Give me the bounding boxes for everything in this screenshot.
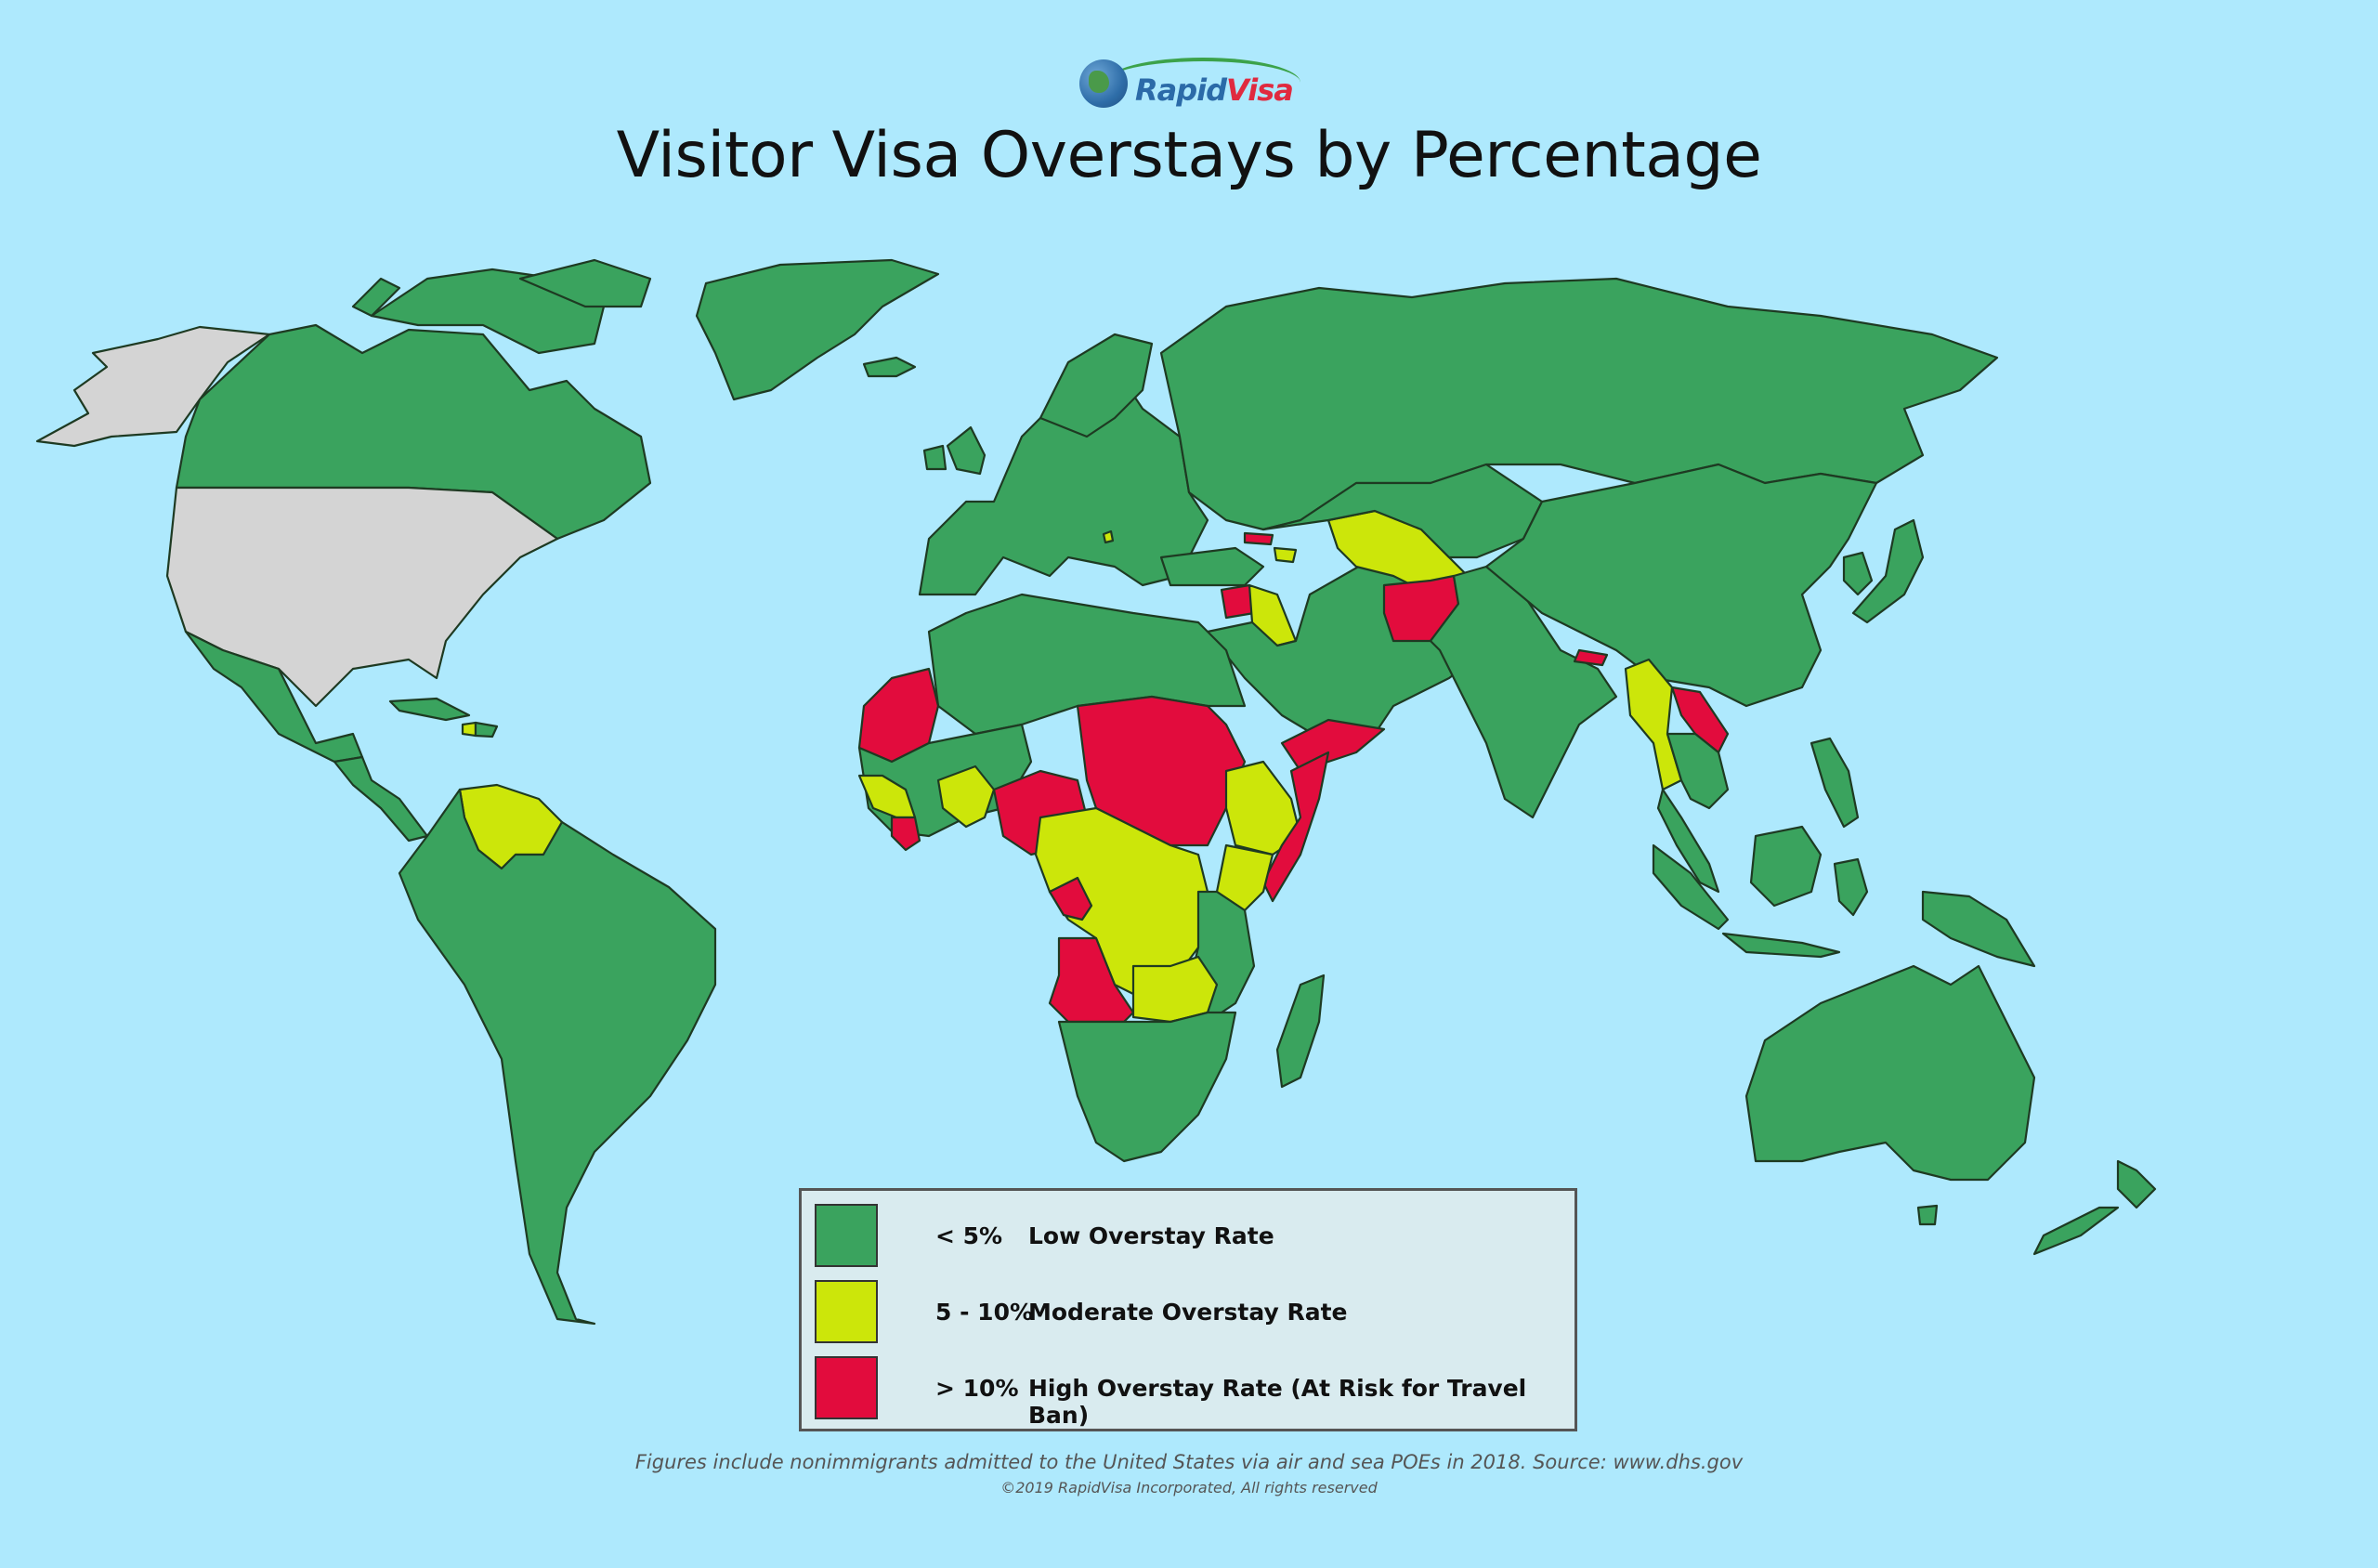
region-haiti	[461, 721, 477, 738]
region-kenya	[1215, 843, 1274, 912]
region-uk	[946, 425, 986, 476]
region-southern-africa	[1057, 1011, 1237, 1163]
region-canada-arctic-2	[518, 258, 652, 308]
legend-range-moderate: 5 - 10%	[935, 1299, 1034, 1326]
region-new-zealand-north	[2116, 1159, 2157, 1209]
page-title: Visitor Visa Overstays by Percentage	[616, 119, 1762, 192]
region-borneo	[1749, 825, 1823, 908]
map-legend: < 5% Low Overstay Rate 5 - 10% Moderate …	[799, 1188, 1577, 1431]
logo-text: RapidVisa	[1135, 72, 1294, 108]
region-dominican-republic	[474, 721, 499, 738]
region-java	[1721, 932, 1841, 959]
region-malay-peninsula	[1656, 788, 1720, 894]
region-gabon-congo	[1048, 876, 1093, 921]
region-nepal	[1573, 648, 1609, 667]
region-azerbaijan	[1273, 546, 1298, 564]
region-zambia-malawi	[1131, 955, 1219, 1024]
footnote: Figures include nonimmigrants admitted t…	[634, 1451, 1744, 1473]
region-scandinavia	[1039, 333, 1154, 438]
rapidvisa-logo: RapidVisa	[1078, 54, 1300, 119]
legend-label-high: High Overstay Rate (At Risk for Travel B…	[1028, 1375, 1527, 1429]
legend-range-low: < 5%	[935, 1222, 1003, 1249]
region-new-zealand-south	[2032, 1206, 2120, 1256]
region-tasmania	[1916, 1204, 1939, 1226]
copyright: ©2019 RapidVisa Incorporated, All rights…	[1000, 1479, 1378, 1496]
region-australia	[1744, 964, 2036, 1182]
region-kosovo	[1102, 529, 1115, 544]
region-cuba	[388, 697, 471, 722]
region-korea	[1842, 551, 1874, 596]
region-burkina-ghana	[936, 764, 996, 829]
region-chad-sudan	[1076, 695, 1247, 847]
region-new-guinea	[1921, 890, 2036, 968]
region-alaska	[35, 325, 271, 448]
region-south-america	[398, 788, 717, 1326]
region-ireland	[922, 444, 947, 471]
legend-row-high: > 10% High Overstay Rate (At Risk for Tr…	[815, 1356, 1558, 1429]
region-georgia	[1243, 531, 1274, 546]
region-turkey	[1159, 546, 1265, 587]
region-canada-arctic-3	[351, 277, 401, 318]
logo-arc	[1105, 58, 1300, 108]
region-south-asia	[1429, 565, 1618, 819]
region-se-asia	[1666, 732, 1730, 810]
logo-text-rapid: Rapid	[1135, 72, 1227, 108]
region-madagascar	[1275, 973, 1326, 1089]
region-iceland	[862, 356, 917, 378]
legend-swatch-high	[815, 1356, 878, 1419]
legend-row-low: < 5% Low Overstay Rate	[815, 1204, 1558, 1269]
legend-swatch-low	[815, 1204, 878, 1267]
region-philippines	[1810, 737, 1860, 829]
region-sumatra	[1652, 843, 1730, 931]
region-yemen	[1280, 718, 1386, 773]
region-mexico	[184, 630, 364, 764]
region-somalia	[1261, 751, 1330, 903]
region-china	[1484, 463, 1878, 708]
legend-row-moderate: 5 - 10% Moderate Overstay Rate	[815, 1280, 1558, 1345]
legend-swatch-moderate	[815, 1280, 878, 1343]
region-sierra-leone-liberia	[890, 816, 921, 852]
legend-range-high: > 10%	[935, 1375, 1019, 1402]
region-sulawesi	[1833, 857, 1869, 917]
legend-label-low: Low Overstay Rate	[1028, 1222, 1274, 1249]
globe-icon	[1079, 59, 1128, 108]
logo-text-visa: Visa	[1226, 72, 1294, 108]
region-central-america	[333, 755, 429, 843]
region-japan	[1851, 518, 1925, 624]
region-greenland	[695, 258, 940, 401]
legend-label-moderate: Moderate Overstay Rate	[1028, 1299, 1348, 1326]
